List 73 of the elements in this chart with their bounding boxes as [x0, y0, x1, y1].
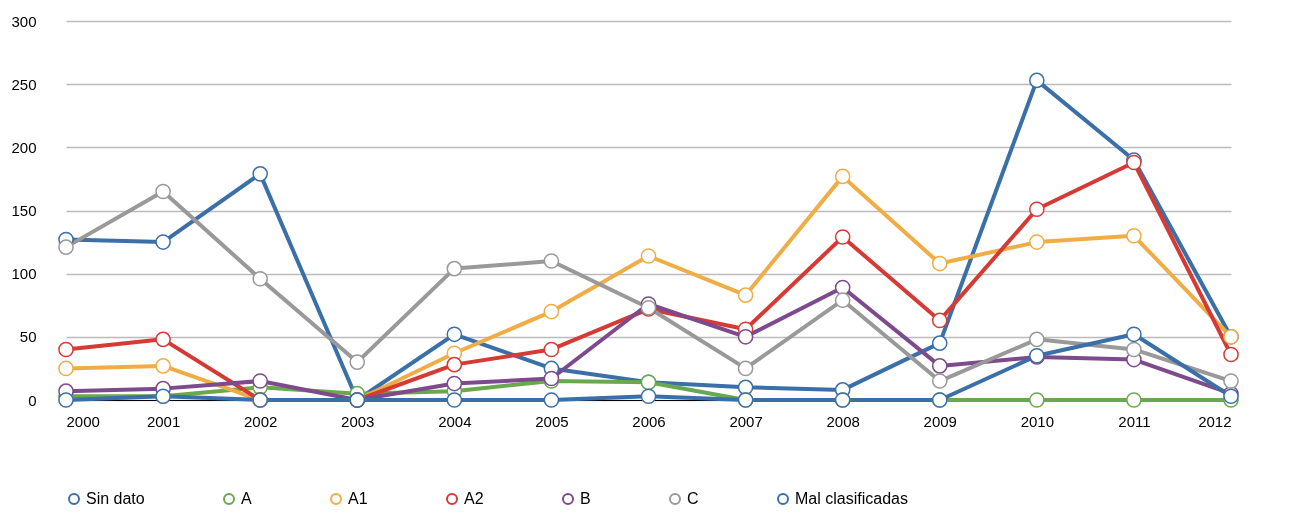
x-tick-label: 2005 [535, 412, 569, 430]
legend-label: C [687, 490, 699, 507]
y-tick-label: 150 [11, 202, 37, 219]
point [931, 373, 948, 389]
point [834, 292, 851, 308]
x-tick-label: 2008 [826, 412, 860, 430]
x-tick-label: 2009 [923, 412, 957, 430]
point [58, 392, 74, 408]
point [543, 303, 560, 320]
point [446, 392, 463, 408]
legend-label: A1 [348, 490, 368, 507]
point [1126, 326, 1142, 343]
x-tick-label: 2003 [341, 412, 375, 430]
y-tick-label: 50 [19, 328, 37, 346]
point [834, 168, 851, 185]
point [931, 312, 948, 329]
point [640, 248, 657, 264]
point [737, 287, 754, 303]
point [640, 388, 657, 405]
point [252, 270, 268, 287]
y-tick-label: 250 [11, 75, 37, 93]
point [1223, 373, 1239, 389]
y-tick-label: 100 [11, 265, 37, 283]
point [834, 229, 851, 245]
point [1029, 392, 1045, 408]
point [446, 356, 463, 373]
point [543, 392, 560, 408]
x-tick-label: 2002 [243, 412, 278, 430]
point [1029, 201, 1045, 218]
y-tick-label: 200 [11, 138, 37, 156]
legend-label: A [241, 490, 252, 507]
point [931, 358, 948, 374]
point [1029, 331, 1045, 348]
point [155, 358, 171, 374]
x-tick-label: 2006 [632, 412, 666, 430]
point [446, 260, 463, 277]
legend-label: B [580, 490, 591, 507]
point [446, 375, 463, 392]
point [543, 253, 560, 269]
legend-label: Sin dato [86, 490, 145, 507]
point [155, 331, 171, 348]
point [737, 360, 754, 377]
point [1029, 72, 1045, 89]
point [834, 279, 851, 296]
x-tick-label: 2012 [1198, 412, 1232, 430]
point [252, 373, 268, 389]
legend-label: Mal clasificadas [795, 490, 908, 507]
point [155, 234, 171, 250]
point [1126, 341, 1142, 358]
point [737, 329, 754, 345]
x-tick-label: 2004 [438, 412, 472, 430]
point [58, 341, 74, 358]
point [1223, 346, 1239, 363]
y-tick-label: 0 [28, 391, 37, 409]
point [349, 354, 366, 370]
point [155, 183, 171, 200]
x-tick-label: 2010 [1020, 412, 1055, 430]
point [252, 166, 268, 182]
x-tick-label: 2007 [729, 412, 763, 430]
point [58, 360, 74, 377]
point [1029, 234, 1045, 250]
point [58, 239, 74, 255]
point [543, 341, 560, 358]
point [446, 326, 463, 343]
x-tick-label: 2000 [66, 412, 100, 430]
point [931, 335, 948, 351]
x-tick-label: 2001 [146, 412, 181, 430]
point [931, 255, 948, 272]
point [1126, 227, 1142, 244]
point [1126, 392, 1142, 408]
legend-label: A2 [464, 490, 484, 507]
x-tick-label: 2011 [1118, 412, 1151, 430]
y-tick-label: 300 [11, 12, 37, 30]
